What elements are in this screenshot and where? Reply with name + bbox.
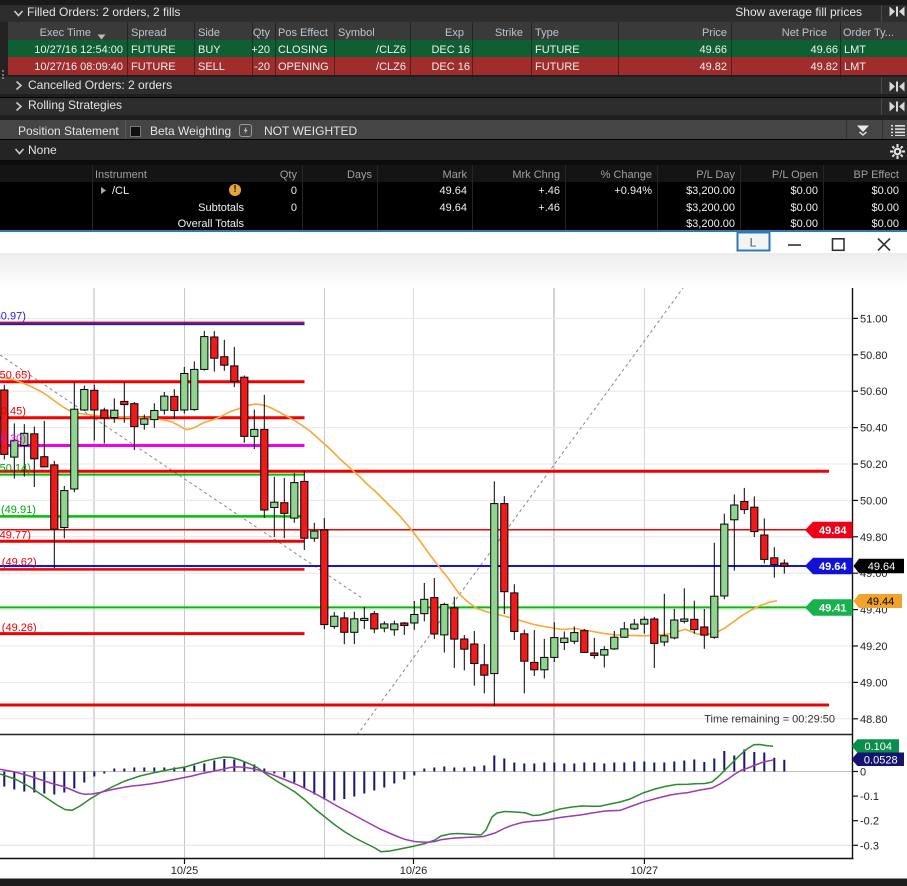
svg-text:10/27: 10/27	[631, 865, 659, 877]
svg-text:50.80: 50.80	[860, 350, 888, 362]
svg-text:-0.2: -0.2	[860, 816, 879, 828]
svg-text:49.44: 49.44	[867, 596, 895, 608]
svg-text:50.20: 50.20	[860, 459, 888, 471]
svg-text:0.104: 0.104	[864, 741, 892, 753]
svg-text:49.84: 49.84	[819, 525, 847, 537]
svg-text:(49.77): (49.77)	[0, 529, 31, 541]
svg-text:-0.1: -0.1	[860, 791, 879, 803]
svg-text:50.60: 50.60	[860, 386, 888, 398]
svg-text:49.64: 49.64	[819, 561, 847, 573]
svg-text:(49.26): (49.26)	[2, 622, 37, 634]
svg-text:48.80: 48.80	[860, 714, 888, 726]
svg-text:49.80: 49.80	[860, 532, 888, 544]
svg-text:10/25: 10/25	[171, 865, 199, 877]
svg-text:(50.65): (50.65)	[0, 370, 31, 382]
svg-text:(50.97): (50.97)	[0, 310, 26, 322]
svg-text:51.00: 51.00	[860, 313, 888, 325]
svg-text:(50.30): (50.30)	[0, 433, 26, 445]
svg-text:50.00: 50.00	[860, 495, 888, 507]
svg-text:49.41: 49.41	[819, 603, 847, 615]
svg-text:(49.62): (49.62)	[2, 556, 37, 568]
svg-text:49.20: 49.20	[860, 641, 888, 653]
svg-text:0.0528: 0.0528	[864, 754, 898, 766]
svg-text:(50.14): (50.14)	[0, 462, 31, 474]
svg-text:Time remaining = 00:29:50: Time remaining = 00:29:50	[704, 714, 835, 726]
svg-text:(50.45): (50.45)	[0, 405, 26, 417]
svg-text:10/26: 10/26	[400, 865, 428, 877]
svg-text:50.40: 50.40	[860, 423, 888, 435]
svg-text:-0.3: -0.3	[860, 840, 879, 852]
svg-text:0: 0	[860, 767, 866, 779]
svg-text:49.64: 49.64	[868, 561, 896, 573]
svg-text:49.00: 49.00	[860, 677, 888, 689]
svg-text:L: L	[750, 236, 757, 250]
svg-text:(49.91): (49.91)	[1, 504, 36, 516]
